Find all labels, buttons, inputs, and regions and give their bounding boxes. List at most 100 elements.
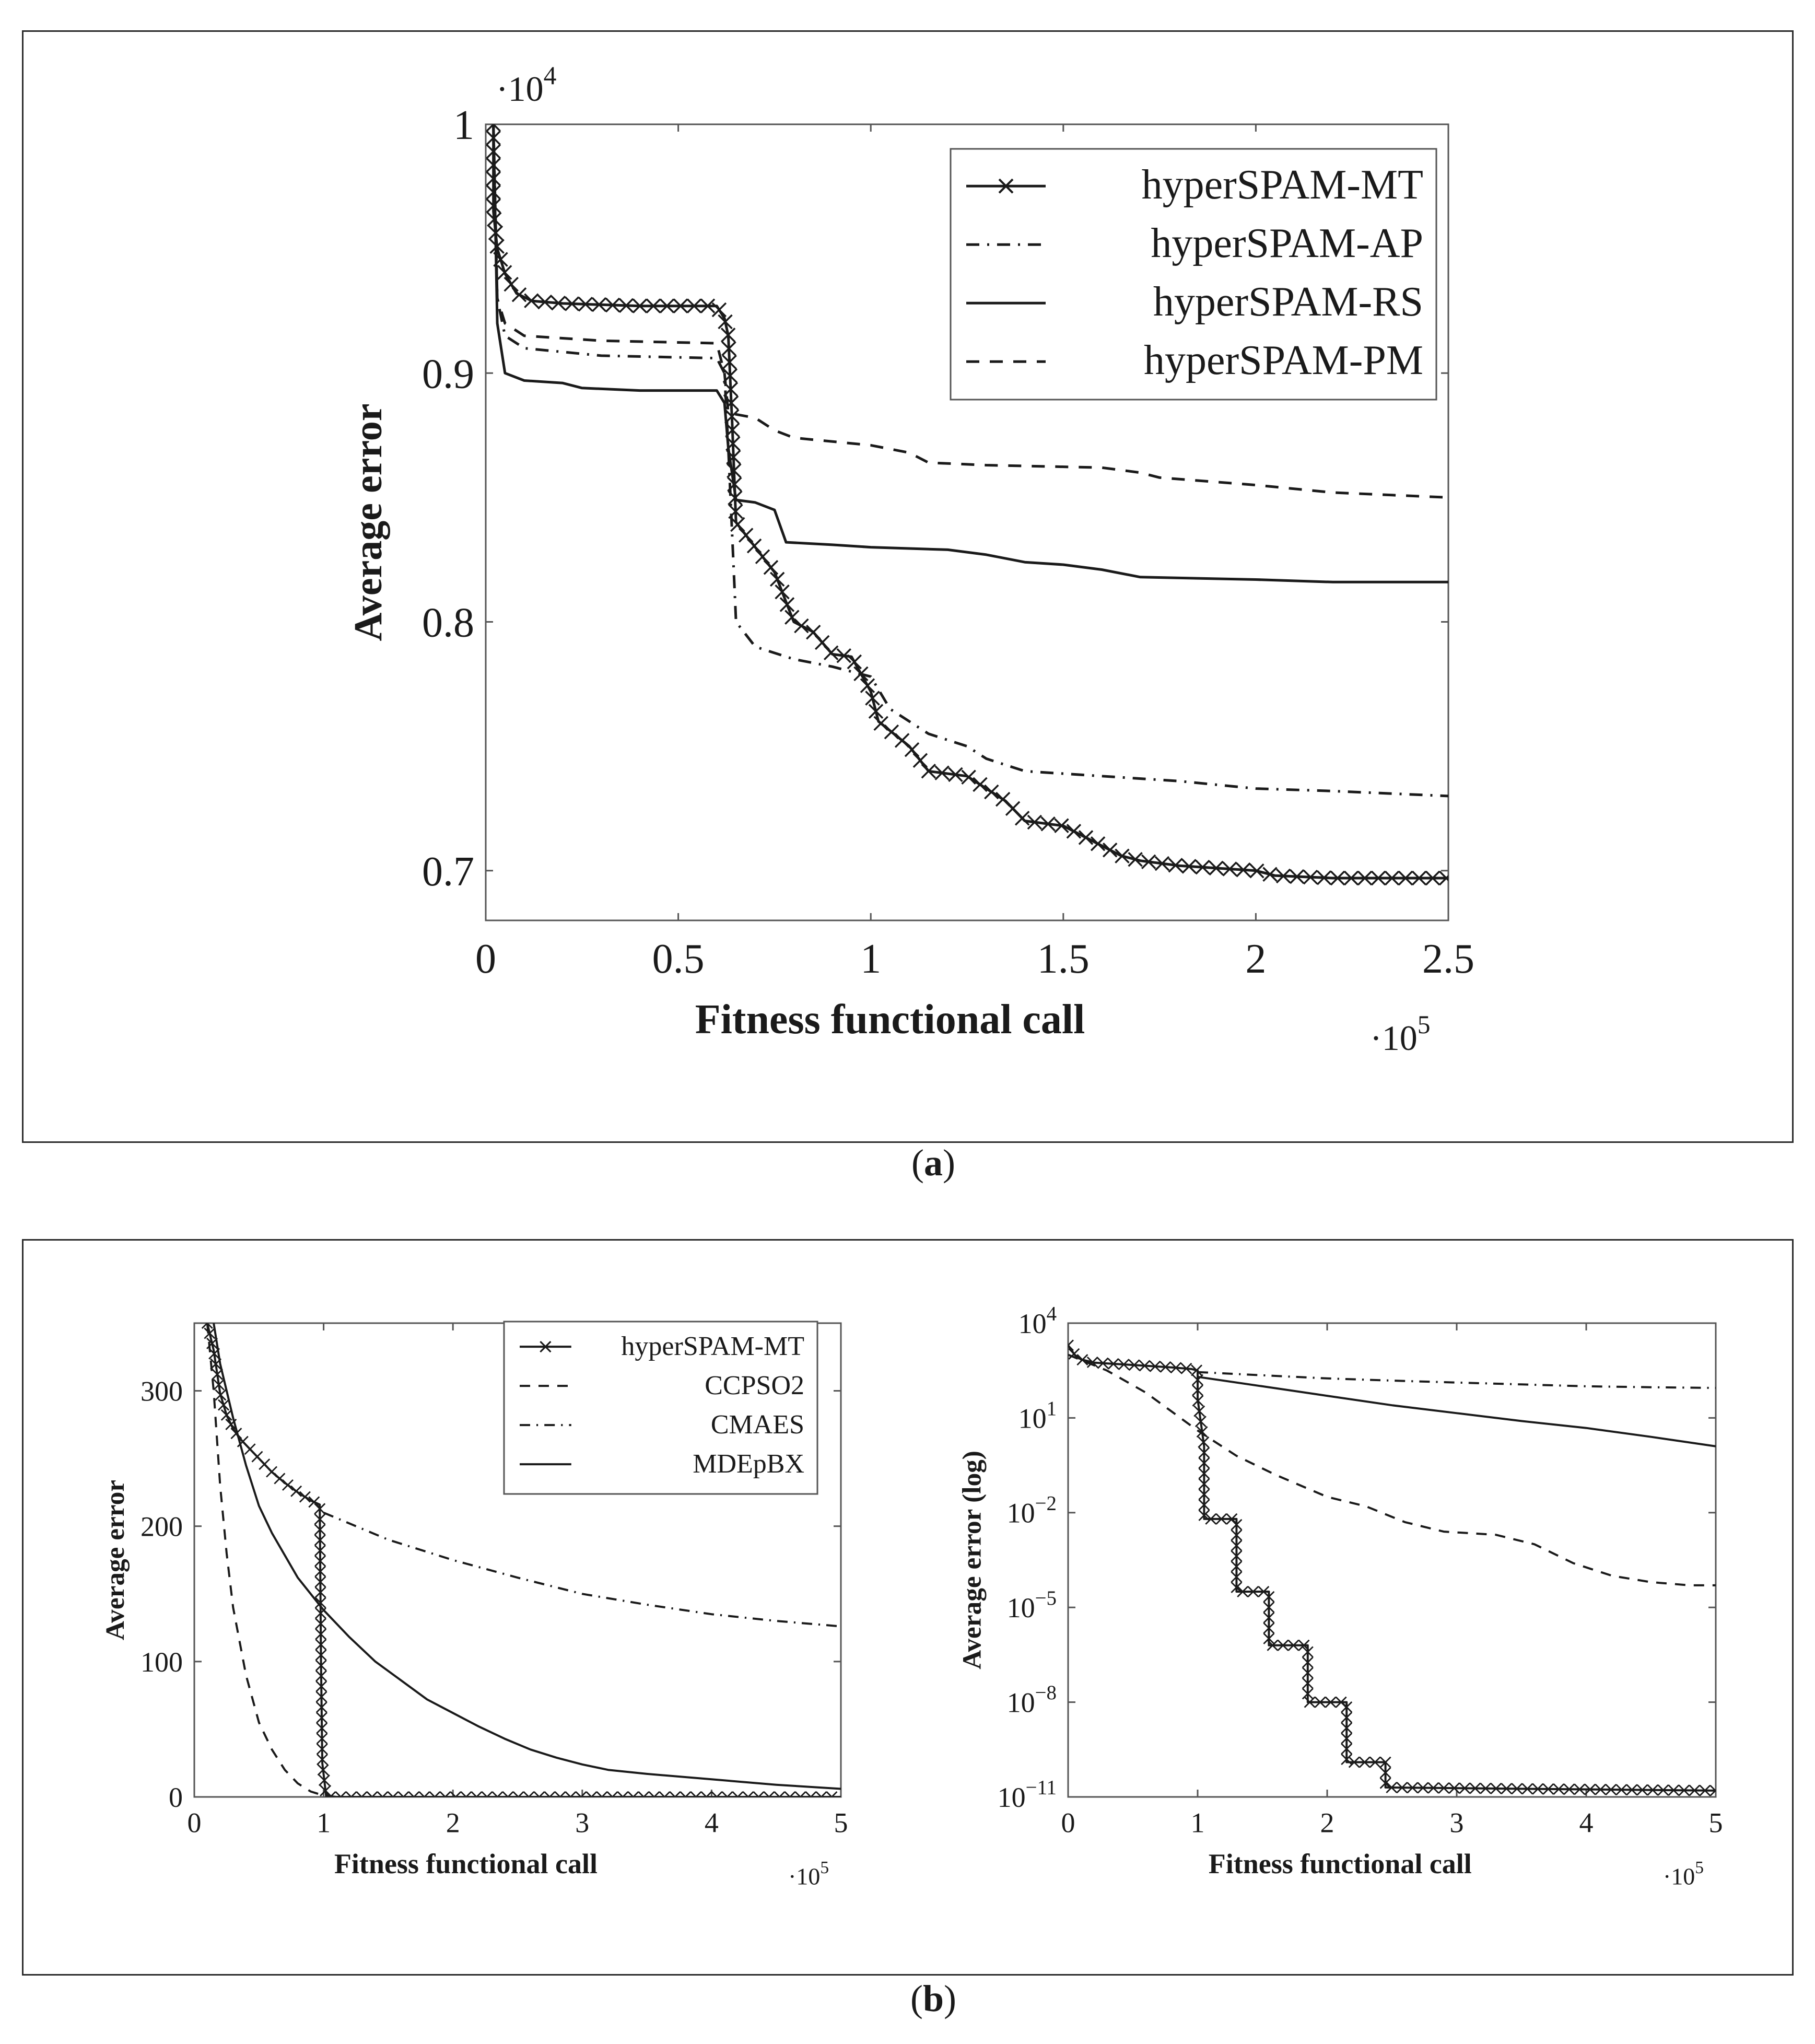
series-line-hyperSPAM-RS <box>492 124 1448 583</box>
series-marker <box>1263 1611 1275 1623</box>
series-marker <box>471 1791 483 1797</box>
y-tick-label: 104 <box>1018 1303 1057 1339</box>
series-line-CMAES <box>1197 1371 1716 1389</box>
series-marker <box>718 314 733 330</box>
series-marker <box>1215 1513 1227 1525</box>
x-tick-label: 0.5 <box>652 936 705 982</box>
series-marker <box>1289 869 1305 884</box>
series-marker <box>1657 1784 1669 1796</box>
series-marker <box>1359 1756 1371 1768</box>
caption-b: (b) <box>910 1978 956 2019</box>
series-marker <box>575 1791 587 1797</box>
series-marker <box>1154 856 1170 871</box>
series-marker <box>1438 870 1448 886</box>
series-marker <box>418 1791 430 1797</box>
series-marker <box>1341 1712 1353 1724</box>
series-line-hyperSPAM-AP <box>492 124 1448 798</box>
axes-box <box>485 123 1449 921</box>
series-marker <box>1231 1539 1243 1551</box>
series-marker <box>1532 1783 1544 1795</box>
y-tick-label: 10−8 <box>1007 1681 1057 1718</box>
series-line-hyperSPAM-MT <box>1068 1345 1716 1792</box>
series-marker <box>742 1791 754 1797</box>
series-marker <box>753 1791 765 1797</box>
series-marker <box>564 296 580 311</box>
series-marker <box>1407 1782 1419 1794</box>
series-marker <box>315 1691 327 1703</box>
series-marker <box>586 1791 598 1797</box>
series-marker <box>317 1754 329 1766</box>
series-marker <box>1411 870 1427 886</box>
series-marker <box>318 1774 330 1786</box>
series-marker <box>218 1399 230 1411</box>
x-tick-label: 2.5 <box>1422 936 1474 982</box>
series-marker <box>565 1791 577 1797</box>
series-marker <box>868 704 884 719</box>
series-marker <box>1636 1784 1648 1796</box>
series-marker <box>1198 1499 1210 1511</box>
series-marker <box>1192 1395 1204 1407</box>
series-marker <box>1191 1364 1203 1376</box>
series-marker <box>1330 870 1345 886</box>
series-marker <box>673 298 688 313</box>
series-line-CMAES <box>323 1511 841 1628</box>
series-marker <box>1237 1585 1249 1597</box>
series-marker <box>690 1791 702 1797</box>
series-marker <box>533 1791 545 1797</box>
series-marker <box>1384 870 1400 886</box>
series-line-MDEpBX <box>1197 1375 1716 1447</box>
series-marker <box>1304 1696 1316 1708</box>
series-marker <box>335 1791 347 1797</box>
series-marker <box>377 1791 389 1797</box>
legend-label: hyperSPAM-MT <box>1142 162 1423 208</box>
series-marker <box>1302 1677 1314 1689</box>
series-marker <box>503 276 519 292</box>
series-marker <box>1222 861 1237 877</box>
series-marker <box>1553 1783 1565 1795</box>
series-marker <box>774 1791 786 1797</box>
series-marker <box>1198 1457 1210 1469</box>
series-marker <box>1275 868 1291 884</box>
x-tick-label: 1 <box>860 936 881 982</box>
series-marker <box>544 1791 556 1797</box>
x-tick-label: 3 <box>575 1807 589 1839</box>
series-marker <box>1379 1777 1391 1789</box>
x-tick-label: 1 <box>317 1807 331 1839</box>
series-marker <box>316 1733 328 1745</box>
series-marker <box>1316 870 1332 885</box>
series-marker <box>591 297 607 312</box>
series-marker <box>1090 836 1106 851</box>
series-marker <box>606 1791 618 1797</box>
x-multiplier: ·105 <box>788 1858 829 1890</box>
series-marker <box>638 1791 650 1797</box>
series-marker <box>524 293 539 308</box>
series-marker <box>1209 860 1224 876</box>
series-marker <box>1425 870 1441 886</box>
series-marker <box>700 298 716 313</box>
series-marker <box>884 724 899 740</box>
series-marker <box>1076 1354 1088 1366</box>
series-marker <box>1348 1756 1360 1768</box>
y-tick-label: 0.9 <box>422 351 474 397</box>
series-marker <box>1231 1581 1243 1593</box>
series-marker <box>769 571 785 587</box>
series-marker <box>314 1545 326 1557</box>
series-marker <box>1396 1782 1408 1794</box>
series-marker <box>605 297 620 313</box>
y-tick-label: 10−5 <box>1007 1587 1057 1623</box>
series-marker <box>763 1791 775 1797</box>
series-marker <box>213 1379 225 1391</box>
series-marker <box>1160 1361 1172 1373</box>
series-marker <box>366 1791 378 1797</box>
series-marker <box>314 1524 326 1536</box>
series-marker <box>1198 1488 1210 1500</box>
series-marker <box>847 654 862 670</box>
x-tick-label: 5 <box>1709 1807 1723 1839</box>
series-marker <box>1141 854 1156 869</box>
y-axis-label: Average error <box>346 404 390 641</box>
series-marker <box>775 584 790 600</box>
series-marker <box>1014 811 1030 826</box>
legend-label: CCPSO2 <box>705 1371 804 1400</box>
series-marker <box>1236 862 1251 878</box>
